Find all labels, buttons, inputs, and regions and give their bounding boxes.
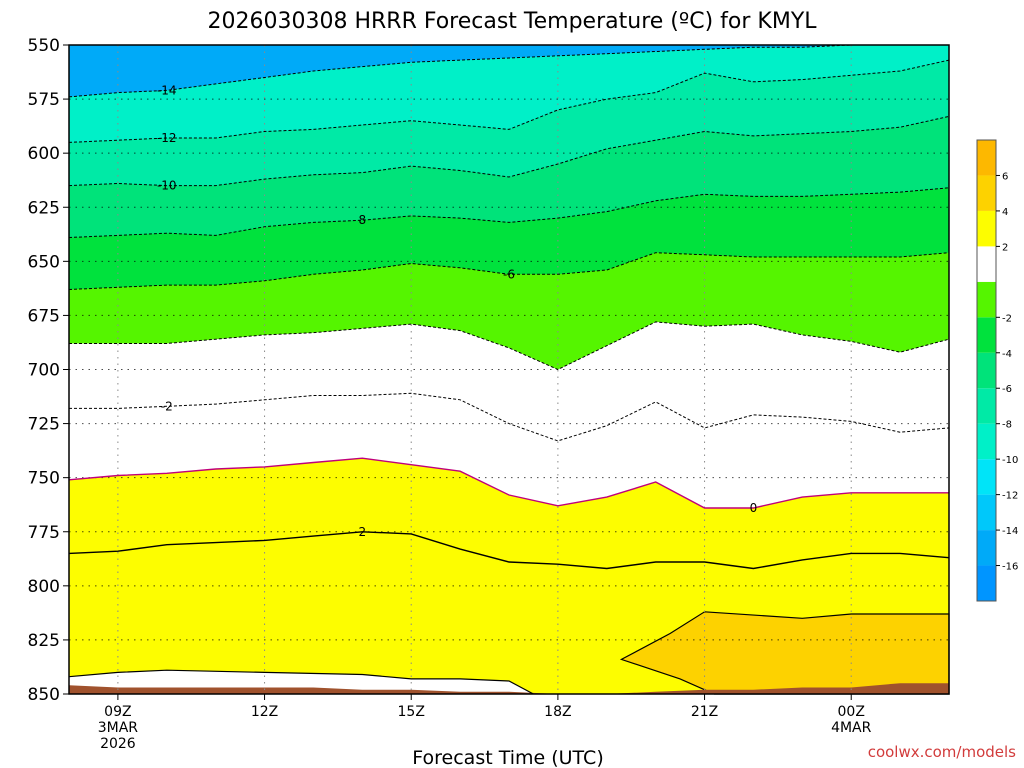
contour-line (68, 531, 950, 570)
contour-label: -14 (157, 83, 177, 97)
y-tick-label: 775 (28, 523, 60, 543)
band-fill-coldest (69, 45, 949, 97)
colorbar-label: -4 (1002, 349, 1012, 360)
colorbar-frame (976, 139, 997, 602)
contour-label: 8 (359, 213, 367, 227)
contour-line (69, 392, 950, 442)
x-tick-label: 18Z (544, 704, 571, 720)
y-tick-label: 550 (28, 36, 60, 56)
y-tick-label: 575 (28, 90, 60, 110)
x-tick-label: 4MAR (831, 720, 872, 736)
colorbar-label: -10 (1002, 455, 1018, 466)
contour-line (68, 187, 950, 238)
x-tick-label: 09Z (104, 704, 131, 720)
contour-label: -6 (503, 267, 515, 281)
colorbar-label: -8 (1002, 420, 1012, 431)
colorbar-swatch (977, 494, 996, 531)
gridlines (69, 45, 949, 694)
colorbar-swatch (977, 459, 996, 495)
chart-title: 2026030308 HRRR Forecast Temperature (ºC… (207, 9, 817, 34)
x-tick-label: 2026 (100, 736, 136, 752)
contour-layer (68, 44, 950, 695)
colorbar-label: 6 (1002, 171, 1008, 182)
contour-line (68, 115, 950, 187)
colorbar-legend: -16 -14 -12 -10 -8 -6 -4 -2 2 4 6 (976, 139, 1018, 602)
x-tick-label: 15Z (398, 704, 425, 720)
colorbar-swatch (977, 423, 996, 460)
colorbar-swatch (977, 352, 996, 389)
contour-label: -12 (157, 131, 177, 145)
x-tick-label: 21Z (691, 704, 718, 720)
contour-line (68, 457, 949, 509)
colorbar-label: -12 (1002, 491, 1018, 502)
contour-label: -2 (161, 399, 173, 413)
y-tick-label: 825 (28, 631, 60, 651)
y-axis: 550 575 600 625 650 675 700 725 750 775 800 825 850 (28, 36, 69, 705)
y-tick-label: 650 (28, 252, 60, 272)
ground-fill (69, 683, 949, 694)
y-tick-label: 850 (28, 685, 60, 705)
colorbar-swatch (977, 140, 996, 176)
colorbar-swatch (977, 246, 996, 282)
x-tick-label: 3MAR (98, 720, 139, 736)
contour-line (68, 44, 949, 98)
colorbar-swatch (977, 530, 996, 566)
colorbar-swatch (977, 210, 996, 247)
contour-label: -10 (157, 179, 177, 193)
contour-labels: -14 -12 -10 8 -6 -2 0 2 (157, 83, 757, 538)
x-axis-label: Forecast Time (UTC) (412, 747, 603, 768)
contour-label: 2 (359, 525, 367, 539)
colorbar-label: -6 (1002, 384, 1012, 395)
y-tick-label: 750 (28, 469, 60, 489)
contour-line (69, 321, 950, 371)
x-tick-label: 00Z (838, 704, 865, 720)
contour-line (68, 59, 950, 143)
colorbar-label: 4 (1002, 207, 1008, 218)
y-tick-label: 625 (28, 198, 60, 218)
contour-label: 0 (750, 501, 758, 515)
colorbar-swatch (977, 388, 996, 424)
y-tick-label: 700 (28, 361, 60, 381)
colorbar-label: -2 (1002, 313, 1012, 324)
colorbar-label: 2 (1002, 242, 1008, 253)
y-tick-label: 800 (28, 577, 60, 597)
colorbar-label: -16 (1002, 562, 1018, 573)
colorbar-label: -14 (1002, 526, 1018, 537)
contour-line (68, 252, 950, 290)
credit-link[interactable]: coolwx.com/models (868, 743, 1016, 761)
temperature-fill-layer (69, 45, 950, 695)
colorbar-swatch (977, 317, 996, 353)
warm-pocket-fill (619, 611, 950, 695)
colorbar-swatch (977, 565, 996, 601)
contour-line-lower (68, 669, 534, 695)
y-tick-label: 675 (28, 306, 60, 326)
x-tick-label: 12Z (251, 704, 278, 720)
colorbar-swatch (977, 175, 996, 211)
y-tick-label: 600 (28, 144, 60, 164)
colorbar-swatch (977, 281, 996, 318)
y-tick-label: 725 (28, 415, 60, 435)
